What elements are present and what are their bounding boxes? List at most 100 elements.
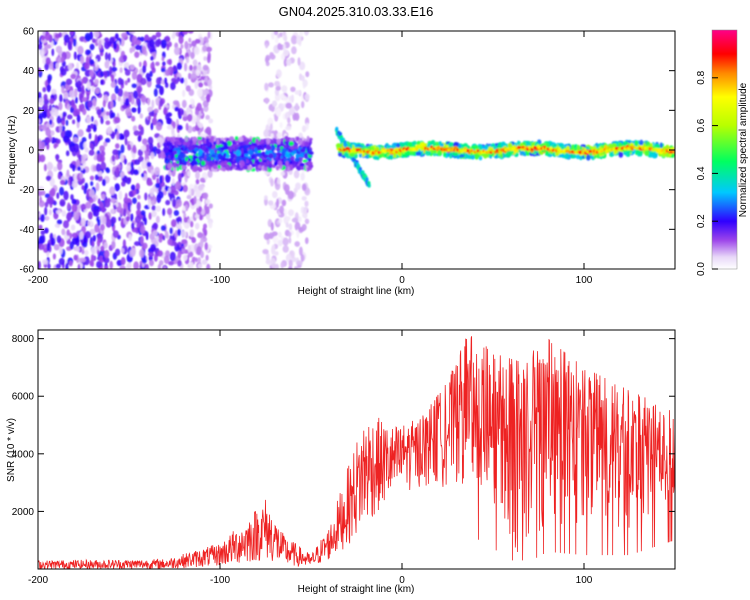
noise-streak-cell	[285, 222, 289, 228]
noise-streak-cell	[294, 241, 301, 247]
broadband-noise-cell	[82, 241, 88, 248]
broadband-noise-cell	[86, 81, 91, 91]
broadband-noise-cell	[147, 198, 152, 208]
broadband-noise-cell	[126, 177, 131, 185]
broadband-noise-cell	[70, 31, 74, 36]
broadband-noise-cell	[132, 197, 137, 204]
signal-band-cell	[173, 161, 177, 168]
broadband-noise-cell	[73, 143, 80, 153]
signal-band-cell	[256, 144, 262, 149]
broadband-noise-cell	[167, 67, 171, 76]
noise-streak-cell	[277, 33, 281, 39]
noise-streak-cell	[268, 82, 274, 88]
broadband-noise-cell	[63, 91, 69, 100]
broadband-noise-cell	[162, 208, 166, 217]
broadband-noise-cell	[135, 210, 140, 215]
broadband-noise-cell	[94, 58, 98, 68]
broadband-noise-cell	[120, 153, 124, 162]
noise-streak-cell	[291, 46, 297, 55]
broadband-noise-cell	[155, 148, 161, 155]
broadband-noise-cell	[190, 98, 194, 104]
broadband-noise-cell	[88, 149, 95, 156]
broadband-noise-cell	[63, 220, 69, 229]
snr-xtick-label: 0	[399, 575, 405, 586]
colorbar-tick-label: 0.8	[696, 70, 707, 84]
broadband-noise-cell	[164, 77, 168, 85]
broadband-noise-cell	[90, 181, 94, 187]
signal-band-cell	[174, 140, 179, 145]
broadband-noise-cell	[180, 77, 185, 84]
broadband-noise-cell	[38, 224, 43, 230]
strong-signal-band-cell	[591, 151, 596, 156]
broadband-noise-cell	[164, 230, 169, 239]
broadband-noise-cell	[71, 203, 78, 213]
strong-signal-band-cell	[343, 141, 347, 148]
signal-band-cell	[209, 149, 215, 154]
broadband-noise-cell	[124, 192, 128, 202]
signal-band-cell	[206, 155, 212, 162]
noise-streak-cell	[274, 251, 279, 256]
broadband-noise-cell	[158, 237, 163, 243]
noise-streak-cell	[276, 198, 279, 208]
broadband-noise-cell	[144, 217, 147, 226]
signal-band-cell	[243, 144, 250, 149]
broadband-noise-cell	[192, 211, 197, 222]
signal-band-cell	[217, 165, 221, 169]
broadband-noise-cell	[45, 44, 52, 49]
broadband-noise-cell	[39, 47, 46, 56]
broadband-noise-cell	[106, 127, 113, 135]
signal-band-cell	[224, 145, 229, 150]
broadband-noise-cell	[194, 214, 201, 219]
broadband-noise-cell	[137, 149, 143, 157]
broadband-noise-cell	[59, 94, 63, 103]
signal-band-cell	[245, 139, 251, 144]
broadband-noise-cell	[175, 199, 182, 208]
broadband-noise-cell	[84, 231, 92, 239]
strong-signal-band-cell	[449, 152, 453, 159]
broadband-noise-cell	[151, 99, 155, 109]
broadband-noise-cell	[69, 163, 74, 169]
broadband-noise-cell	[208, 220, 213, 229]
broadband-noise-cell	[126, 165, 131, 172]
broadband-noise-cell	[141, 258, 147, 264]
noise-streak-cell	[280, 261, 284, 269]
broadband-noise-cell	[196, 102, 202, 112]
broadband-noise-cell	[42, 87, 47, 93]
noise-streak-cell	[301, 223, 307, 231]
colorbar-tick-label: 0.6	[696, 118, 707, 132]
broadband-noise-cell	[102, 70, 109, 76]
broadband-noise-cell	[69, 176, 73, 186]
broadband-noise-cell	[154, 39, 161, 48]
snr-xtick-label: 100	[576, 575, 593, 586]
noise-streak-cell	[272, 191, 278, 199]
broadband-noise-cell	[155, 31, 162, 38]
broadband-noise-cell	[131, 71, 137, 80]
broadband-noise-cell	[154, 253, 158, 262]
signal-band-cell	[165, 160, 169, 164]
broadband-noise-cell	[102, 178, 106, 187]
noise-streak-cell	[294, 90, 301, 95]
broadband-noise-cell	[58, 257, 65, 266]
broadband-noise-cell	[131, 83, 138, 89]
strong-signal-band-cell	[466, 145, 470, 149]
strong-signal-band-cell	[507, 142, 513, 149]
broadband-noise-cell	[50, 187, 56, 197]
broadband-noise-cell	[155, 215, 160, 224]
broadband-noise-cell	[85, 201, 92, 209]
signal-band-cell	[287, 148, 291, 153]
broadband-noise-cell	[38, 118, 41, 124]
noise-streak-cell	[296, 260, 303, 266]
noise-streak-cell	[288, 209, 294, 217]
noise-streak-cell	[274, 35, 279, 44]
broadband-noise-cell	[112, 230, 119, 239]
broadband-noise-cell	[135, 44, 142, 51]
broadband-noise-cell	[104, 249, 110, 259]
signal-band-cell	[176, 150, 180, 155]
broadband-noise-cell	[186, 194, 192, 200]
signal-band-cell	[188, 155, 193, 159]
broadband-noise-cell	[153, 88, 158, 97]
broadband-noise-cell	[83, 256, 90, 266]
noise-streak-cell	[300, 206, 305, 214]
signal-band-cell	[263, 166, 268, 171]
broadband-noise-cell	[172, 100, 180, 106]
